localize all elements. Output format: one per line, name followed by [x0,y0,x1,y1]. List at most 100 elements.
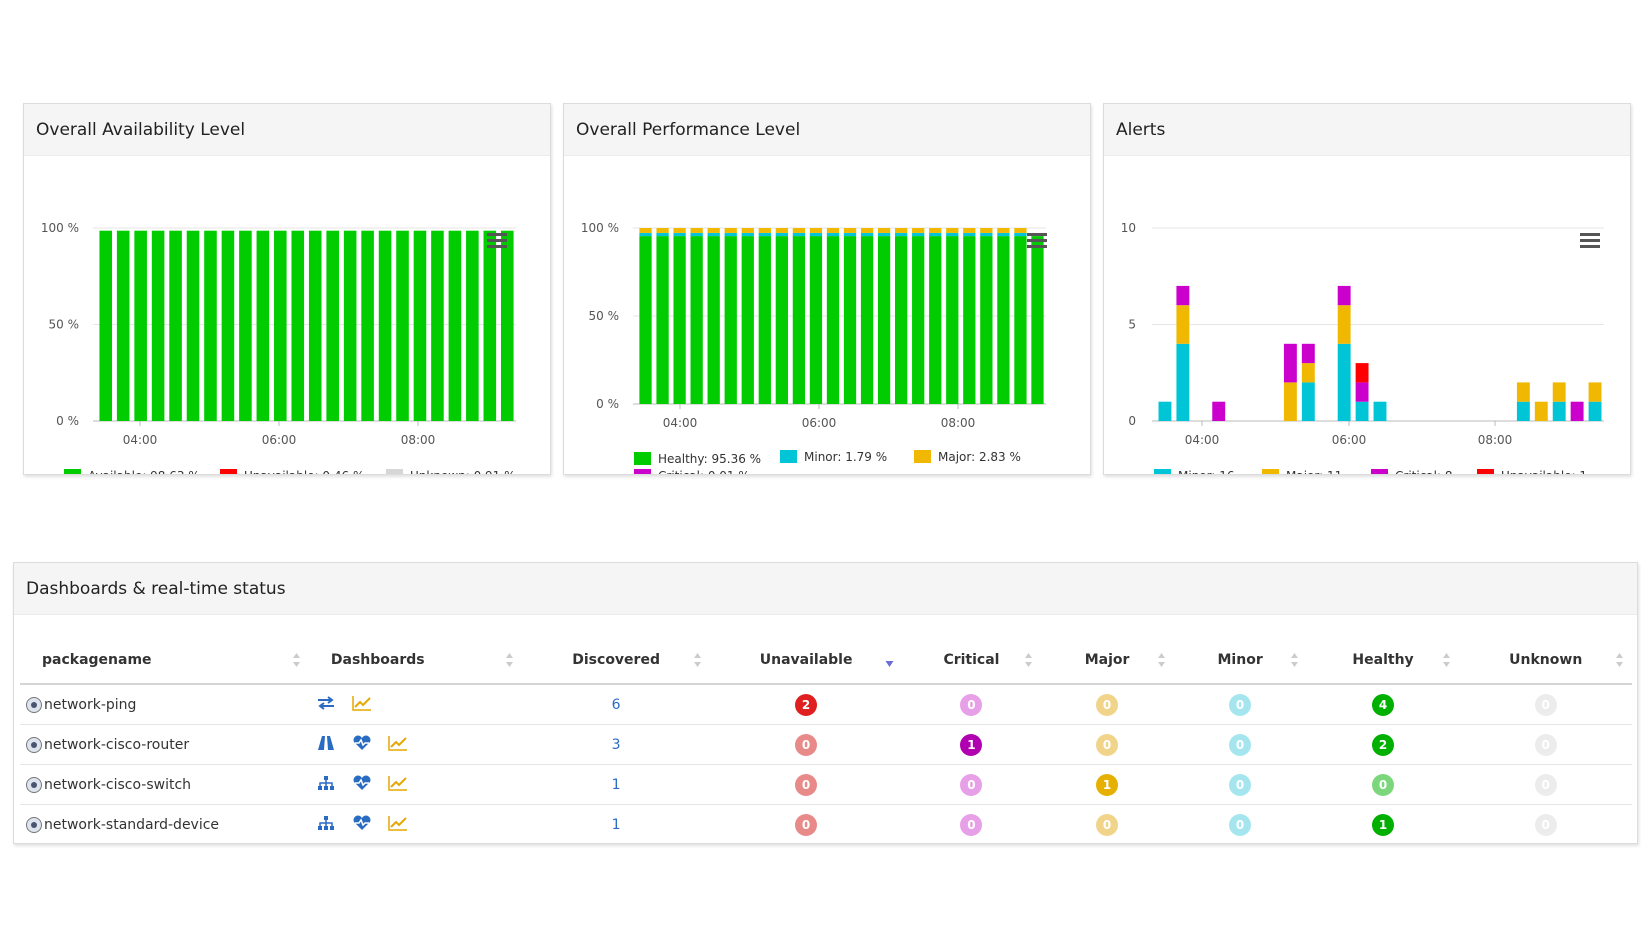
unknown-count-badge[interactable]: 0 [1534,693,1557,716]
bar-minor[interactable] [877,232,891,237]
legend-label[interactable]: Unknown: 0.91 % [410,469,516,474]
sort-icon[interactable] [1157,651,1166,669]
bar-major[interactable] [1301,363,1315,383]
bar-healthy[interactable] [826,236,840,404]
bar-minor[interactable] [1516,401,1530,421]
bar-available[interactable] [308,230,322,421]
bar-minor[interactable] [775,232,788,237]
bar-major[interactable] [639,228,652,233]
bar-minor[interactable] [895,232,908,237]
legend-swatch[interactable] [1477,469,1494,474]
legend-swatch[interactable] [634,469,651,474]
bar-available[interactable] [151,230,165,421]
bar-major[interactable] [1552,382,1566,402]
legend-swatch[interactable] [1262,469,1279,474]
bar-healthy[interactable] [707,236,720,404]
critical-count-badge[interactable]: 0 [960,813,983,836]
bar-available[interactable] [204,230,217,421]
bar-major[interactable] [929,228,942,233]
legend-label[interactable]: Major: 11 [1286,469,1342,474]
bar-healthy[interactable] [997,236,1010,404]
bar-minor[interactable] [860,232,874,237]
unknown-count-badge[interactable]: 0 [1534,733,1557,756]
bar-minor[interactable] [1355,401,1369,421]
col-discovered[interactable]: Discovered [522,637,710,685]
col-major[interactable]: Major [1040,637,1174,685]
bar-available[interactable] [396,230,409,421]
bar-healthy[interactable] [673,236,686,404]
bar-minor[interactable] [639,232,652,237]
bar-major[interactable] [1516,382,1530,402]
bar-minor[interactable] [997,232,1010,237]
bar-critical[interactable] [1355,382,1369,402]
bar-available[interactable] [134,230,147,421]
bar-available[interactable] [239,230,252,421]
legend-swatch[interactable] [1154,469,1171,474]
bar-healthy[interactable] [775,236,788,404]
bar-minor[interactable] [1552,401,1566,421]
bar-minor[interactable] [1373,401,1387,421]
bar-healthy[interactable] [946,236,959,404]
heartbeat-icon[interactable] [351,735,373,755]
healthy-count-badge[interactable]: 1 [1372,813,1395,836]
sort-icon[interactable] [1024,651,1033,669]
unavailable-count-badge[interactable]: 0 [795,813,818,836]
col-minor[interactable]: Minor [1173,637,1307,685]
bar-minor[interactable] [980,232,993,237]
unknown-count-badge[interactable]: 0 [1534,813,1557,836]
bar-available[interactable] [274,230,287,421]
bar-available[interactable] [378,230,392,421]
bar-major[interactable] [997,228,1010,233]
minor-count-badge[interactable]: 0 [1229,693,1252,716]
bar-critical[interactable] [1337,285,1351,306]
bar-major[interactable] [1283,382,1297,421]
arrows-icon[interactable] [315,695,337,714]
package-name[interactable]: network-standard-device [44,816,220,833]
bar-critical[interactable] [1570,401,1584,421]
bar-minor[interactable] [1337,343,1351,421]
bar-major[interactable] [826,228,840,233]
bar-healthy[interactable] [929,236,942,404]
bar-available[interactable] [291,230,305,421]
legend-swatch[interactable] [1371,469,1388,474]
sort-icon[interactable] [292,651,301,669]
bar-major[interactable] [792,228,806,233]
bar-healthy[interactable] [724,236,737,404]
bar-critical[interactable] [1212,401,1226,421]
minor-count-badge[interactable]: 0 [1229,733,1252,756]
legend-swatch[interactable] [914,450,931,463]
bar-healthy[interactable] [758,236,771,404]
bar-healthy[interactable] [860,236,874,404]
bar-major[interactable] [656,228,669,233]
bar-available[interactable] [169,230,182,421]
heartbeat-icon[interactable] [351,775,373,795]
bar-healthy[interactable] [1014,236,1027,404]
bar-minor[interactable] [1014,232,1027,237]
col-unknown[interactable]: Unknown [1459,637,1632,685]
bar-minor[interactable] [826,232,840,237]
minor-count-badge[interactable]: 0 [1229,773,1252,796]
bar-major[interactable] [724,228,737,233]
bar-major[interactable] [1588,382,1602,402]
bar-major[interactable] [980,228,993,233]
legend-label[interactable]: Critical: 8 [1395,469,1452,474]
bar-healthy[interactable] [843,236,857,404]
bar-minor[interactable] [1301,382,1315,421]
bar-minor[interactable] [1176,343,1190,421]
major-count-badge[interactable]: 1 [1096,773,1119,796]
sitemap-icon[interactable] [315,815,337,834]
bar-minor[interactable] [912,232,925,237]
legend-swatch[interactable] [780,450,797,463]
legend-label[interactable]: Unavailable: 1 [1501,469,1587,474]
discovered-count-link[interactable]: 1 [611,776,621,793]
road-icon[interactable] [315,735,337,754]
major-count-badge[interactable]: 0 [1096,693,1119,716]
bar-minor[interactable] [946,232,959,237]
bar-available[interactable] [99,230,113,421]
bar-minor[interactable] [1588,401,1602,421]
col-critical[interactable]: Critical [902,637,1041,685]
bar-major[interactable] [758,228,771,233]
sort-desc-icon[interactable] [885,651,894,669]
unknown-count-badge[interactable]: 0 [1534,773,1557,796]
bar-major[interactable] [843,228,857,233]
